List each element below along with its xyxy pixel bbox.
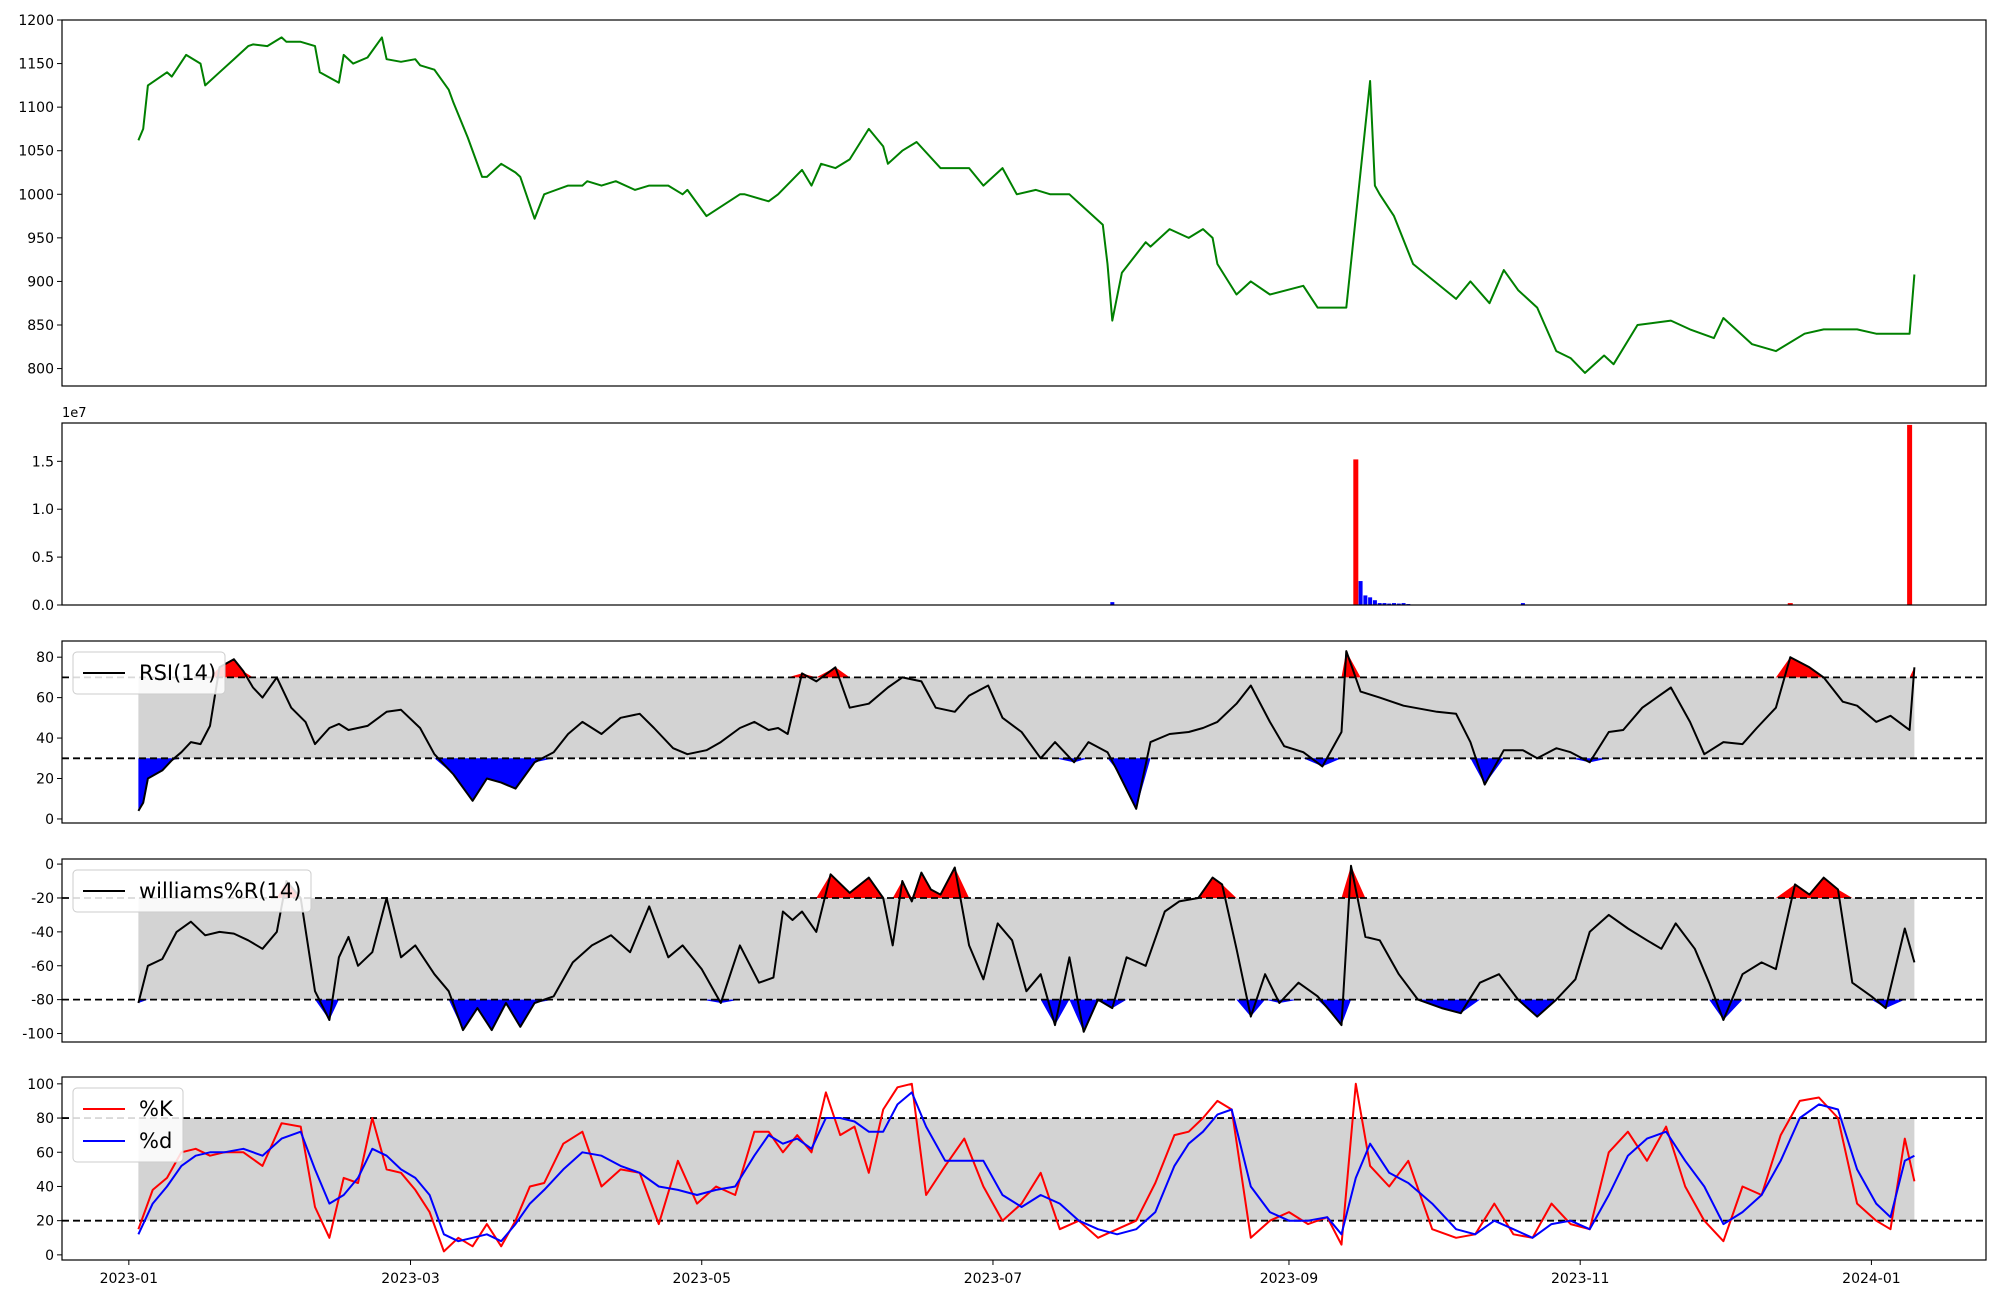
y-tick-label: 1100 [18,100,54,116]
x-tick-label: 2023-05 [672,1271,731,1287]
volume-bar [1787,603,1793,605]
y-tick-label: 40 [36,1179,54,1195]
oversold-fill [138,758,1915,811]
threshold-band [138,897,1915,1000]
plot-area [62,1082,1986,1253]
legend-box [72,651,226,695]
x-tick-label: 2023-03 [381,1271,440,1287]
threshold-band [138,677,1915,759]
threshold-band [138,1118,1915,1221]
volume-bar [1353,459,1359,605]
x-tick-label: 2024-01 [1842,1271,1901,1287]
volume-bar [1907,424,1913,605]
volume-bar [1358,581,1363,605]
y-tick-label: 0 [45,812,54,828]
y-tick-label: 40 [36,731,54,747]
x-tick-label: 2023-09 [1260,1271,1319,1287]
legend-box [72,869,312,913]
volume-bar [1392,603,1396,605]
legend: williams%R(14) [72,869,312,913]
oversold-fill [138,999,1915,1032]
plot-area [137,36,1916,374]
overbought-fill [138,865,1915,898]
volume-bar [1396,603,1401,605]
y-tick-label: 1200 [18,13,54,29]
plot-area [62,650,1986,812]
plot-area [62,864,1986,1033]
legend-label: %d [139,1129,172,1153]
x-tick-label: 2023-01 [100,1271,159,1287]
legend-label: %K [139,1097,174,1121]
legend: %K %d [72,1087,184,1163]
y-tick-label: -20 [31,891,54,907]
volume-bar [1401,603,1406,605]
y-tick-label: 1050 [18,144,54,160]
y-tick-label: 950 [27,231,54,247]
series-line-1 [137,864,1916,1033]
series-line-2 [137,1091,1915,1243]
volume-bar [1377,603,1382,605]
x-tick-label: 2023-07 [964,1271,1023,1287]
volume-bar [1368,597,1373,605]
axes-frame [61,1076,1987,1261]
y-tick-label: 60 [36,691,54,707]
y-tick-label: 80 [36,1111,54,1127]
y-tick-label: 0 [45,857,54,873]
legend-label: RSI(14) [139,661,216,685]
x-tick-label: 2023-11 [1551,1271,1610,1287]
y-tick-label: 0.5 [32,550,54,566]
axes-frame [61,858,1987,1043]
y-tick-label: 1150 [18,57,54,73]
y-tick-label: 60 [36,1145,54,1161]
y-tick-label: -60 [31,959,54,975]
volume-bar [1372,600,1377,605]
y-tick-label: 800 [27,362,54,378]
y-tick-label: 850 [27,318,54,334]
y-tick-label: 80 [36,650,54,666]
y-tick-label: 1.0 [32,502,54,518]
axes-frame [61,19,1987,387]
legend: RSI(14) [72,651,226,695]
series-line-1 [137,1082,1916,1253]
chart-panel-3: 0 20 40 60 80 RSI(14) [36,640,1987,828]
y-tick-label: 20 [36,1214,54,1230]
volume-bar [1363,595,1368,605]
chart-panel-2: 0.0 0.5 1.0 1.5 1e7 [32,406,1987,614]
y-tick-label: 0 [45,1248,54,1264]
axis-offset-text: 1e7 [62,406,87,421]
legend-label: williams%R(14) [139,879,301,903]
legend-box [72,1087,184,1163]
volume-bar [1387,603,1392,605]
chart-panel-1: 800 850 900 950 1000 1050 1100 1150 1200 [18,13,1987,387]
y-tick-label: 1000 [18,187,54,203]
axes-frame [61,422,1987,606]
series-line-1 [137,650,1916,812]
y-tick-label: 100 [27,1077,54,1093]
y-tick-label: 900 [27,274,54,290]
y-tick-label: 0.0 [32,598,54,614]
y-tick-label: -80 [31,993,54,1009]
volume-bar [1110,602,1115,605]
plot-area [1110,424,1913,605]
overbought-fill [138,651,1915,678]
chart-panel-5: 0 20 40 60 80 100 %K %d 2023-01 2023-03 2023-05 202… [27,1076,1987,1287]
volume-bar [1382,603,1387,605]
volume-bar [1520,603,1525,605]
y-tick-label: -40 [31,925,54,941]
y-tick-label: 1.5 [32,454,54,470]
axes-frame [61,640,1987,824]
series-line-1 [137,36,1916,374]
y-tick-label: -100 [22,1027,54,1043]
y-tick-label: 20 [36,772,54,788]
chart-panel-4: 0 -20 -40 -60 -80 -100 williams%R(14) [22,857,1987,1043]
